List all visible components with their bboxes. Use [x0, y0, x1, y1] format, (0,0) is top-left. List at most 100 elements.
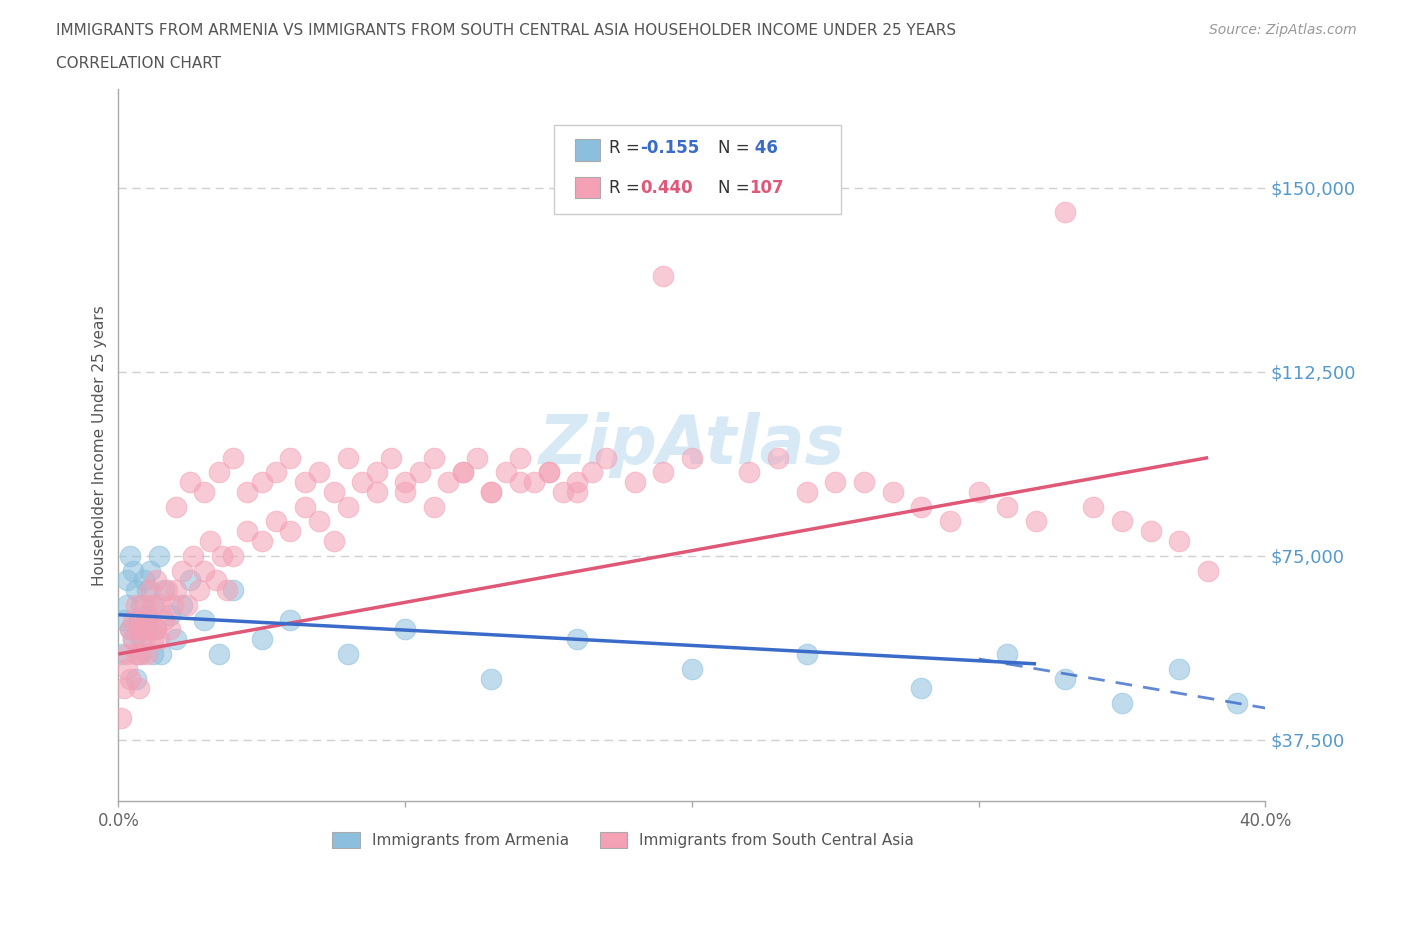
Point	[193, 485, 215, 499]
Point	[136, 646, 159, 661]
Text: Source: ZipAtlas.com: Source: ZipAtlas.com	[1209, 23, 1357, 37]
Point	[131, 631, 153, 646]
Point	[910, 499, 932, 514]
Text: IMMIGRANTS FROM ARMENIA VS IMMIGRANTS FROM SOUTH CENTRAL ASIA HOUSEHOLDER INCOME: IMMIGRANTS FROM ARMENIA VS IMMIGRANTS FR…	[56, 23, 956, 38]
Point	[134, 573, 156, 588]
Text: 107: 107	[749, 179, 785, 196]
Point	[264, 465, 287, 480]
Point	[623, 474, 645, 489]
Point	[134, 622, 156, 637]
Point	[115, 597, 138, 612]
Point	[124, 671, 146, 686]
Point	[910, 681, 932, 696]
Point	[394, 622, 416, 637]
Point	[128, 646, 150, 661]
FancyBboxPatch shape	[554, 125, 841, 214]
Point	[479, 485, 502, 499]
Point	[179, 474, 201, 489]
Point	[967, 485, 990, 499]
Point	[766, 450, 789, 465]
Point	[280, 524, 302, 538]
Point	[595, 450, 617, 465]
Point	[208, 646, 231, 661]
Point	[136, 607, 159, 622]
Point	[118, 622, 141, 637]
Point	[136, 583, 159, 598]
Point	[134, 631, 156, 646]
Point	[853, 474, 876, 489]
Point	[567, 485, 589, 499]
Point	[408, 465, 430, 480]
Point	[170, 564, 193, 578]
Point	[150, 597, 173, 612]
Point	[551, 485, 574, 499]
Point	[294, 499, 316, 514]
Point	[250, 534, 273, 549]
Point	[136, 622, 159, 637]
Point	[352, 474, 374, 489]
Point	[796, 646, 818, 661]
Point	[264, 514, 287, 529]
Point	[537, 465, 560, 480]
Point	[423, 450, 446, 465]
Point	[128, 612, 150, 627]
Point	[159, 607, 181, 622]
Point	[134, 597, 156, 612]
Text: 46: 46	[749, 140, 778, 157]
Point	[495, 465, 517, 480]
Point	[479, 485, 502, 499]
Point	[145, 622, 167, 637]
Point	[1053, 671, 1076, 686]
Point	[193, 612, 215, 627]
Point	[159, 622, 181, 637]
Legend: Immigrants from Armenia, Immigrants from South Central Asia: Immigrants from Armenia, Immigrants from…	[326, 826, 921, 854]
Point	[236, 485, 259, 499]
Point	[567, 474, 589, 489]
Text: ZipAtlas: ZipAtlas	[538, 412, 845, 478]
Point	[652, 465, 675, 480]
Point	[437, 474, 460, 489]
Point	[128, 622, 150, 637]
Point	[179, 573, 201, 588]
Point	[336, 646, 359, 661]
Point	[451, 465, 474, 480]
Point	[131, 597, 153, 612]
Text: N =: N =	[718, 140, 755, 157]
Point	[121, 564, 143, 578]
Point	[118, 549, 141, 564]
Point	[222, 583, 245, 598]
Point	[176, 597, 198, 612]
Point	[1197, 564, 1219, 578]
Point	[112, 612, 135, 627]
Point	[139, 612, 162, 627]
Point	[1226, 696, 1249, 711]
Point	[322, 534, 344, 549]
Point	[112, 681, 135, 696]
Point	[165, 499, 187, 514]
Point	[205, 573, 228, 588]
Point	[170, 597, 193, 612]
Point	[142, 631, 165, 646]
Point	[567, 631, 589, 646]
Point	[681, 661, 703, 676]
Point	[308, 514, 330, 529]
Point	[165, 583, 187, 598]
Point	[1111, 514, 1133, 529]
Text: -0.155: -0.155	[640, 140, 700, 157]
Point	[652, 269, 675, 284]
Point	[165, 631, 187, 646]
Point	[145, 622, 167, 637]
Point	[366, 465, 388, 480]
Point	[366, 485, 388, 499]
Point	[681, 450, 703, 465]
Point	[796, 131, 818, 146]
Point	[1053, 205, 1076, 219]
Point	[217, 583, 239, 598]
Point	[115, 573, 138, 588]
Bar	[575, 140, 600, 161]
Point	[150, 646, 173, 661]
Point	[336, 499, 359, 514]
Point	[162, 597, 184, 612]
Point	[738, 465, 761, 480]
Point	[308, 465, 330, 480]
